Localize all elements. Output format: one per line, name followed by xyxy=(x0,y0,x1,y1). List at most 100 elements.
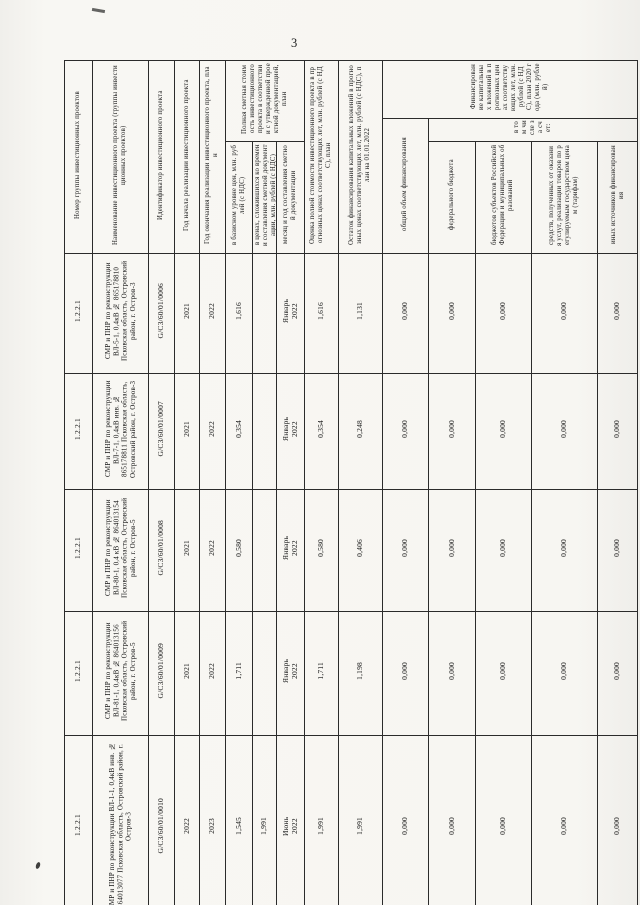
col-header-fin-other: иных источников финансирования xyxy=(596,141,639,254)
cell-row-number: 1.2.2.1 xyxy=(64,611,93,736)
cell-cost-date: Январь 2022 xyxy=(276,373,305,490)
cell-cost-current xyxy=(252,489,277,612)
cell-fin-regional: 0,000 xyxy=(475,489,532,612)
cell-project-name: СМР и ПНР по реконструкции ВЛ-7-1, 0,4кВ… xyxy=(92,373,149,490)
cell-estimate: 0,354 xyxy=(304,373,339,490)
col-header-cost-current: в ценах, сложившихся ко времени составле… xyxy=(252,141,277,254)
rotated-table: Номер группы инвестиционных проектов Наи… xyxy=(64,60,639,905)
cell-row-number: 1.2.2.1 xyxy=(64,735,93,905)
col-header-fin-breakdown: в том числе за счет: xyxy=(427,118,639,142)
cell-cost-current xyxy=(252,253,277,374)
cell-fin-total: 0,000 xyxy=(382,489,429,612)
cell-fin-other: 0,000 xyxy=(596,611,639,736)
cell-remaining: 0,248 xyxy=(338,373,383,490)
col-header-year-end: Год окончания реализации инвестиционного… xyxy=(199,60,226,254)
cell-fin-federal: 0,000 xyxy=(428,373,476,490)
cell-fin-services: 0,000 xyxy=(531,611,598,736)
cell-year-start: 2021 xyxy=(174,611,200,736)
cell-cost-date: Январь 2022 xyxy=(276,611,305,736)
cell-fin-total: 0,000 xyxy=(382,611,429,736)
table-row: 1.2.2.1 СМР и ПНР по реконструкции ВЛ-80… xyxy=(64,489,639,612)
cell-fin-other: 0,000 xyxy=(596,735,639,905)
col-header-remaining: Остаток финансирования капитальных вложе… xyxy=(338,60,383,254)
cell-year-end: 2022 xyxy=(199,373,226,490)
cell-year-end: 2022 xyxy=(199,489,226,612)
cell-fin-total: 0,000 xyxy=(382,253,429,374)
cell-cost-base: 0,580 xyxy=(225,489,253,612)
cell-project-name: СМР и ПНР по реконструкции ВЛ-5-1, 0,4кВ… xyxy=(92,253,149,374)
cell-cost-base: 1,616 xyxy=(225,253,253,374)
cell-fin-services: 0,000 xyxy=(531,489,598,612)
col-header-fin-regional: бюджетов субъектов Российской Федерации … xyxy=(475,141,532,254)
cell-cost-current xyxy=(252,611,277,736)
cell-project-id: G/C3/60/01/0006 xyxy=(148,253,175,374)
cell-fin-other: 0,000 xyxy=(596,373,639,490)
cell-project-id: G/C3/60/01/0008 xyxy=(148,489,175,612)
table-row: 1.2.2.1 СМР и ПНР по реконструкции ВЛ-1-… xyxy=(64,735,639,905)
scan-artifact xyxy=(34,861,42,870)
cell-fin-federal: 0,000 xyxy=(428,489,476,612)
col-header-full-cost-group: Полная сметная стоимость инвестиционного… xyxy=(225,60,305,142)
cell-year-end: 2022 xyxy=(199,611,226,736)
cell-remaining: 0,406 xyxy=(338,489,383,612)
cell-estimate: 1,711 xyxy=(304,611,339,736)
cell-remaining: 1,198 xyxy=(338,611,383,736)
cell-fin-federal: 0,000 xyxy=(428,735,476,905)
cell-estimate: 1,616 xyxy=(304,253,339,374)
cell-project-name: СМР и ПНР по реконструкции ВЛ-1-1, 0,4кВ… xyxy=(92,735,149,905)
cell-estimate: 1,991 xyxy=(304,735,339,905)
cell-fin-federal: 0,000 xyxy=(428,253,476,374)
cell-cost-base: 1,545 xyxy=(225,735,253,905)
cell-cost-base: 1,711 xyxy=(225,611,253,736)
cell-fin-services: 0,000 xyxy=(531,735,598,905)
cell-cost-current: 1,991 xyxy=(252,735,277,905)
cell-cost-date: Январь 2022 xyxy=(276,489,305,612)
cell-cost-date: Июнь 2022 xyxy=(276,735,305,905)
cell-estimate: 0,580 xyxy=(304,489,339,612)
cell-year-start: 2022 xyxy=(174,735,200,905)
cell-year-end: 2023 xyxy=(199,735,226,905)
col-header-fin-total: общий объем финансирования xyxy=(382,118,429,254)
col-header-fin-services: средств, полученных от оказания услуг, р… xyxy=(531,141,598,254)
cell-year-start: 2021 xyxy=(174,373,200,490)
table-row: 1.2.2.1 СМР и ПНР по реконструкции ВЛ-81… xyxy=(64,611,639,736)
col-header-year-start: Год начала реализации инвестиционного пр… xyxy=(174,60,200,254)
col-header-group-number: Номер группы инвестиционных проектов xyxy=(64,60,93,254)
cell-fin-regional: 0,000 xyxy=(475,611,532,736)
cell-row-number: 1.2.2.1 xyxy=(64,253,93,374)
cell-fin-regional: 0,000 xyxy=(475,735,532,905)
cell-project-name: СМР и ПНР по реконструкции ВЛ-80-1, 0,4 … xyxy=(92,489,149,612)
cell-row-number: 1.2.2.1 xyxy=(64,489,93,612)
col-header-project-id: Идентификатор инвестиционного проекта xyxy=(148,60,175,254)
cell-project-id: G/C3/60/01/0010 xyxy=(148,735,175,905)
cell-fin-services: 0,000 xyxy=(531,253,598,374)
col-header-project-name: Наименование инвестиционного проекта (гр… xyxy=(92,60,149,254)
cell-fin-services: 0,000 xyxy=(531,373,598,490)
scan-artifact xyxy=(91,7,106,13)
table-row: 1.2.2.1 СМР и ПНР по реконструкции ВЛ-5-… xyxy=(64,253,639,374)
cell-remaining: 1,131 xyxy=(338,253,383,374)
cell-fin-regional: 0,000 xyxy=(475,373,532,490)
table-row: 1.2.2.1 СМР и ПНР по реконструкции ВЛ-7-… xyxy=(64,373,639,490)
investment-projects-table: Номер группы инвестиционных проектов Наи… xyxy=(64,60,639,905)
cell-cost-current xyxy=(252,373,277,490)
cell-fin-total: 0,000 xyxy=(382,373,429,490)
cell-fin-regional: 0,000 xyxy=(475,253,532,374)
cell-fin-total: 0,000 xyxy=(382,735,429,905)
cell-year-start: 2021 xyxy=(174,253,200,374)
col-header-cost-date: месяц и год составления сметной документ… xyxy=(276,141,305,254)
cell-fin-other: 0,000 xyxy=(596,253,639,374)
header-row-3: в базисном уровне цен, млн. рублей (с НД… xyxy=(65,141,639,254)
col-header-cost-base: в базисном уровне цен, млн. рублей (с НД… xyxy=(225,141,253,254)
cell-year-end: 2022 xyxy=(199,253,226,374)
cell-row-number: 1.2.2.1 xyxy=(64,373,93,490)
cell-fin-other: 0,000 xyxy=(596,489,639,612)
page-number: 3 xyxy=(291,36,298,50)
header-row-1: Номер группы инвестиционных проектов Наи… xyxy=(64,60,639,254)
cell-year-start: 2021 xyxy=(174,489,200,612)
cell-project-name: СМР и ПНР по реконструкции ВЛ-81-1, 0,4к… xyxy=(92,611,149,736)
col-header-fin-federal: федерального бюджета xyxy=(428,141,476,254)
cell-cost-date: Январь 2022 xyxy=(276,253,305,374)
cell-project-id: G/C3/60/01/0007 xyxy=(148,373,175,490)
cell-project-id: G/C3/60/01/0009 xyxy=(148,611,175,736)
